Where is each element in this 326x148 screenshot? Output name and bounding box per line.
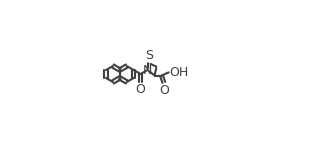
Text: S: S	[145, 49, 153, 62]
Text: N: N	[143, 63, 152, 77]
Text: O: O	[159, 84, 169, 97]
Text: OH: OH	[170, 66, 189, 79]
Text: O: O	[136, 83, 145, 96]
